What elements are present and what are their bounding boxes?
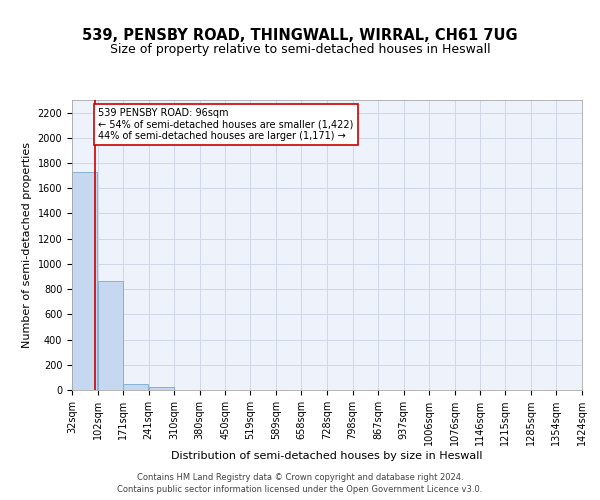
X-axis label: Distribution of semi-detached houses by size in Heswall: Distribution of semi-detached houses by … (171, 451, 483, 461)
Text: 539 PENSBY ROAD: 96sqm
← 54% of semi-detached houses are smaller (1,422)
44% of : 539 PENSBY ROAD: 96sqm ← 54% of semi-det… (98, 108, 354, 141)
Text: Contains public sector information licensed under the Open Government Licence v3: Contains public sector information licen… (118, 486, 482, 494)
Y-axis label: Number of semi-detached properties: Number of semi-detached properties (22, 142, 32, 348)
Bar (149, 387, 173, 390)
Bar (72, 172, 97, 390)
Bar (123, 384, 148, 390)
Text: Size of property relative to semi-detached houses in Heswall: Size of property relative to semi-detach… (110, 42, 490, 56)
Text: Contains HM Land Registry data © Crown copyright and database right 2024.: Contains HM Land Registry data © Crown c… (137, 473, 463, 482)
Bar (98, 280, 123, 390)
Text: 539, PENSBY ROAD, THINGWALL, WIRRAL, CH61 7UG: 539, PENSBY ROAD, THINGWALL, WIRRAL, CH6… (82, 28, 518, 42)
